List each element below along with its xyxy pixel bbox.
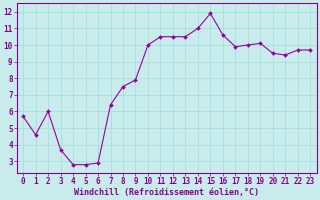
X-axis label: Windchill (Refroidissement éolien,°C): Windchill (Refroidissement éolien,°C) — [74, 188, 259, 197]
